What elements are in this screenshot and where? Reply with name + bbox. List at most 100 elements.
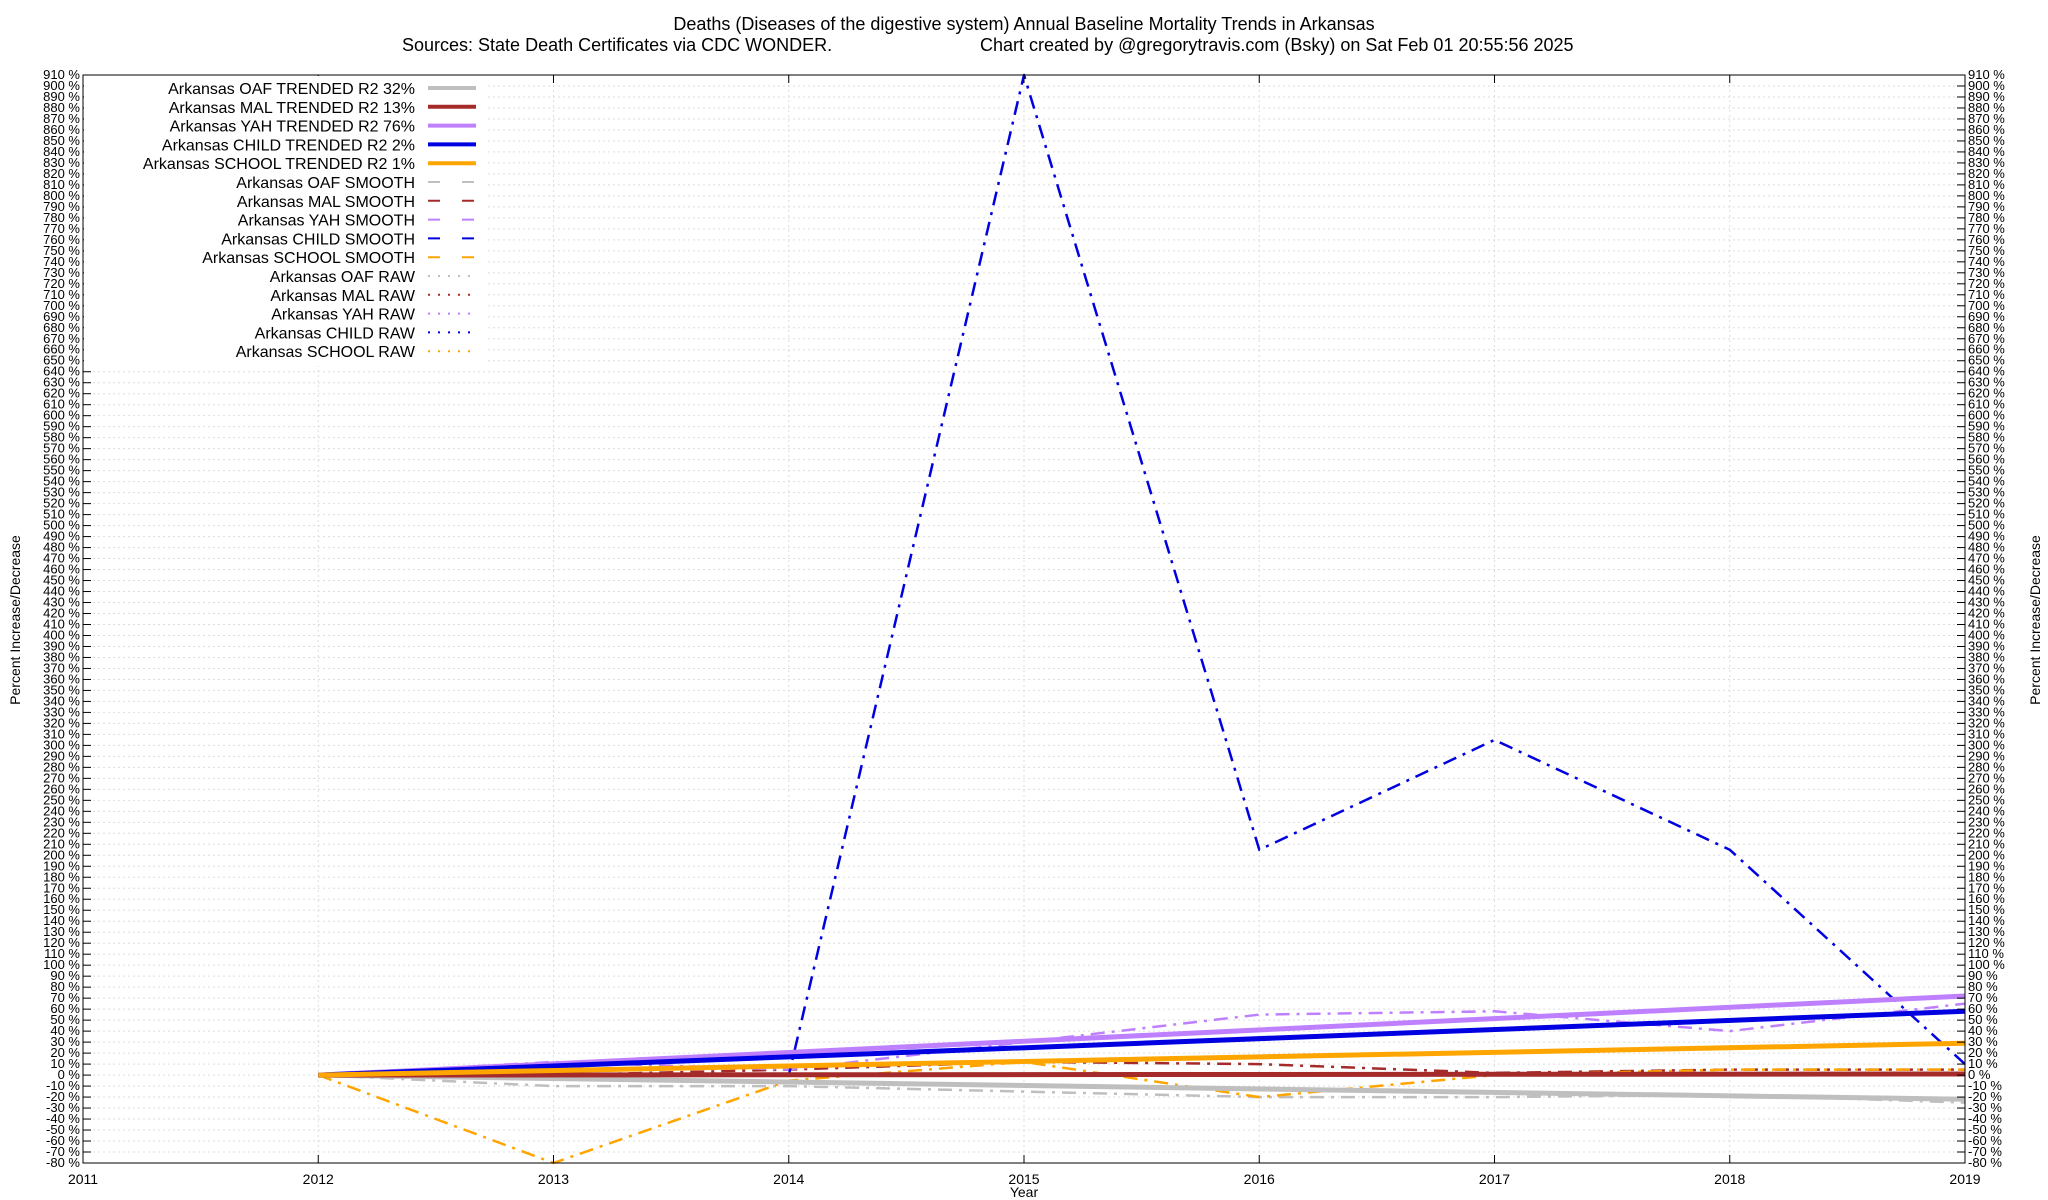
y-tick-label: -10 % — [1968, 1078, 2002, 1093]
legend-label: Arkansas MAL SMOOTH — [237, 194, 415, 211]
y-tick-label: 870 % — [1968, 111, 2005, 126]
y-tick-label: 860 % — [43, 122, 80, 137]
y-tick-label: 330 % — [43, 704, 80, 719]
series-line-7 — [318, 1002, 1966, 1077]
y-tick-label: -70 % — [1968, 1144, 2002, 1159]
y-tick-label: 240 % — [43, 803, 80, 818]
x-axis-label: Year — [1010, 1184, 1039, 1200]
y-tick-label: 120 % — [1968, 935, 2005, 950]
y-axis-left: -80 %-70 %-60 %-50 %-40 %-30 %-20 %-10 %… — [43, 67, 91, 1170]
y-tick-label: 220 % — [1968, 825, 2005, 840]
y-tick-label: 490 % — [1968, 529, 2005, 544]
y-tick-label: 830 % — [1968, 155, 2005, 170]
x-tick-label: 2018 — [1714, 1171, 1745, 1187]
y-tick-label: -80 % — [1968, 1155, 2002, 1170]
legend-label: Arkansas MAL RAW — [270, 288, 416, 305]
y-tick-label: 250 % — [43, 792, 80, 807]
y-tick-label: 400 % — [43, 627, 80, 642]
legend-label: Arkansas SCHOOL SMOOTH — [202, 250, 415, 267]
y-tick-label: 240 % — [1968, 803, 2005, 818]
y-tick-label: 910 % — [1968, 67, 2005, 82]
legend-label: Arkansas CHILD TRENDED R2 2% — [162, 137, 415, 154]
y-tick-label: 630 % — [43, 375, 80, 390]
y-tick-label: 170 % — [1968, 880, 2005, 895]
y-tick-label: 720 % — [43, 276, 80, 291]
y-tick-label: -30 % — [46, 1100, 80, 1115]
x-tick-label: 2012 — [303, 1171, 334, 1187]
y-tick-label: 90 % — [50, 968, 80, 983]
y-tick-label: 30 % — [1968, 1034, 1998, 1049]
y-tick-label: 280 % — [43, 759, 80, 774]
y-tick-label: 530 % — [43, 485, 80, 500]
y-tick-label: 650 % — [43, 353, 80, 368]
y-tick-label: 540 % — [43, 474, 80, 489]
y-tick-label: 590 % — [1968, 419, 2005, 434]
y-tick-label: 290 % — [43, 748, 80, 763]
y-tick-label: -60 % — [1968, 1133, 2002, 1148]
y-tick-label: 560 % — [1968, 452, 2005, 467]
legend-label: Arkansas YAH SMOOTH — [238, 213, 415, 230]
y-tick-label: 350 % — [43, 682, 80, 697]
series-line-3 — [318, 1008, 1966, 1078]
y-tick-label: 80 % — [1968, 979, 1998, 994]
y-tick-label: 720 % — [1968, 276, 2005, 291]
y-tick-label: 140 % — [43, 913, 80, 928]
y-tick-label: 40 % — [1968, 1023, 1998, 1038]
y-tick-label: 510 % — [43, 507, 80, 522]
y-tick-label: 370 % — [43, 660, 80, 675]
y-tick-label: 130 % — [43, 924, 80, 939]
legend-label: Arkansas OAF SMOOTH — [236, 175, 415, 192]
y-tick-label: 300 % — [1968, 737, 2005, 752]
y-tick-label: 380 % — [1968, 649, 2005, 664]
legend-label: Arkansas CHILD RAW — [255, 325, 416, 342]
y-tick-label: 210 % — [43, 836, 80, 851]
y-tick-label: 360 % — [1968, 671, 2005, 686]
y-tick-label: 860 % — [1968, 122, 2005, 137]
series-line-9 — [317, 1060, 1965, 1165]
y-tick-label: 350 % — [1968, 682, 2005, 697]
y-tick-label: 700 % — [43, 298, 80, 313]
y-tick-label: 200 % — [1968, 847, 2005, 862]
y-tick-label: 490 % — [43, 529, 80, 544]
legend-label: Arkansas OAF TRENDED R2 32% — [168, 81, 415, 98]
y-tick-label: 50 % — [1968, 1012, 1998, 1027]
y-tick-label: 450 % — [1968, 573, 2005, 588]
y-tick-label: 670 % — [1968, 331, 2005, 346]
y-tick-label: 60 % — [1968, 1001, 1998, 1016]
legend-label: Arkansas YAH TRENDED R2 76% — [170, 119, 415, 136]
y-tick-label: -70 % — [46, 1144, 80, 1159]
y-tick-label: 540 % — [1968, 474, 2005, 489]
y-tick-label: 290 % — [1968, 748, 2005, 763]
y-tick-label: 880 % — [43, 100, 80, 115]
y-tick-label: 740 % — [43, 254, 80, 269]
x-tick-label: 2015 — [1008, 1171, 1039, 1187]
y-tick-label: 390 % — [43, 638, 80, 653]
chart-title: Deaths (Diseases of the digestive system… — [673, 14, 1374, 34]
y-tick-label: 330 % — [1968, 704, 2005, 719]
y-tick-label: 810 % — [1968, 177, 2005, 192]
y-tick-label: 730 % — [43, 265, 80, 280]
y-tick-label: 710 % — [1968, 287, 2005, 302]
y-tick-label: 70 % — [50, 990, 80, 1005]
y-tick-label: 410 % — [1968, 616, 2005, 631]
y-tick-label: 10 % — [1968, 1056, 1998, 1071]
y-tick-label: 560 % — [43, 452, 80, 467]
y-tick-label: 250 % — [1968, 792, 2005, 807]
y-tick-label: 120 % — [43, 935, 80, 950]
y-tick-label: 840 % — [1968, 144, 2005, 159]
y-tick-label: 150 % — [1968, 902, 2005, 917]
series-line-0 — [318, 1072, 1966, 1102]
y-tick-label: -60 % — [46, 1133, 80, 1148]
y-tick-label: 660 % — [43, 342, 80, 357]
x-tick-label: 2013 — [538, 1171, 569, 1187]
y-tick-label: 460 % — [43, 562, 80, 577]
y-tick-label: 20 % — [1968, 1045, 1998, 1060]
y-tick-label: 820 % — [1968, 166, 2005, 181]
y-tick-label: 390 % — [1968, 638, 2005, 653]
y-tick-label: 750 % — [1968, 243, 2005, 258]
y-tick-label: 530 % — [1968, 485, 2005, 500]
y-tick-label: 500 % — [1968, 518, 2005, 533]
y-tick-label: 780 % — [1968, 210, 2005, 225]
y-tick-label: 60 % — [50, 1001, 80, 1016]
y-tick-label: 730 % — [1968, 265, 2005, 280]
